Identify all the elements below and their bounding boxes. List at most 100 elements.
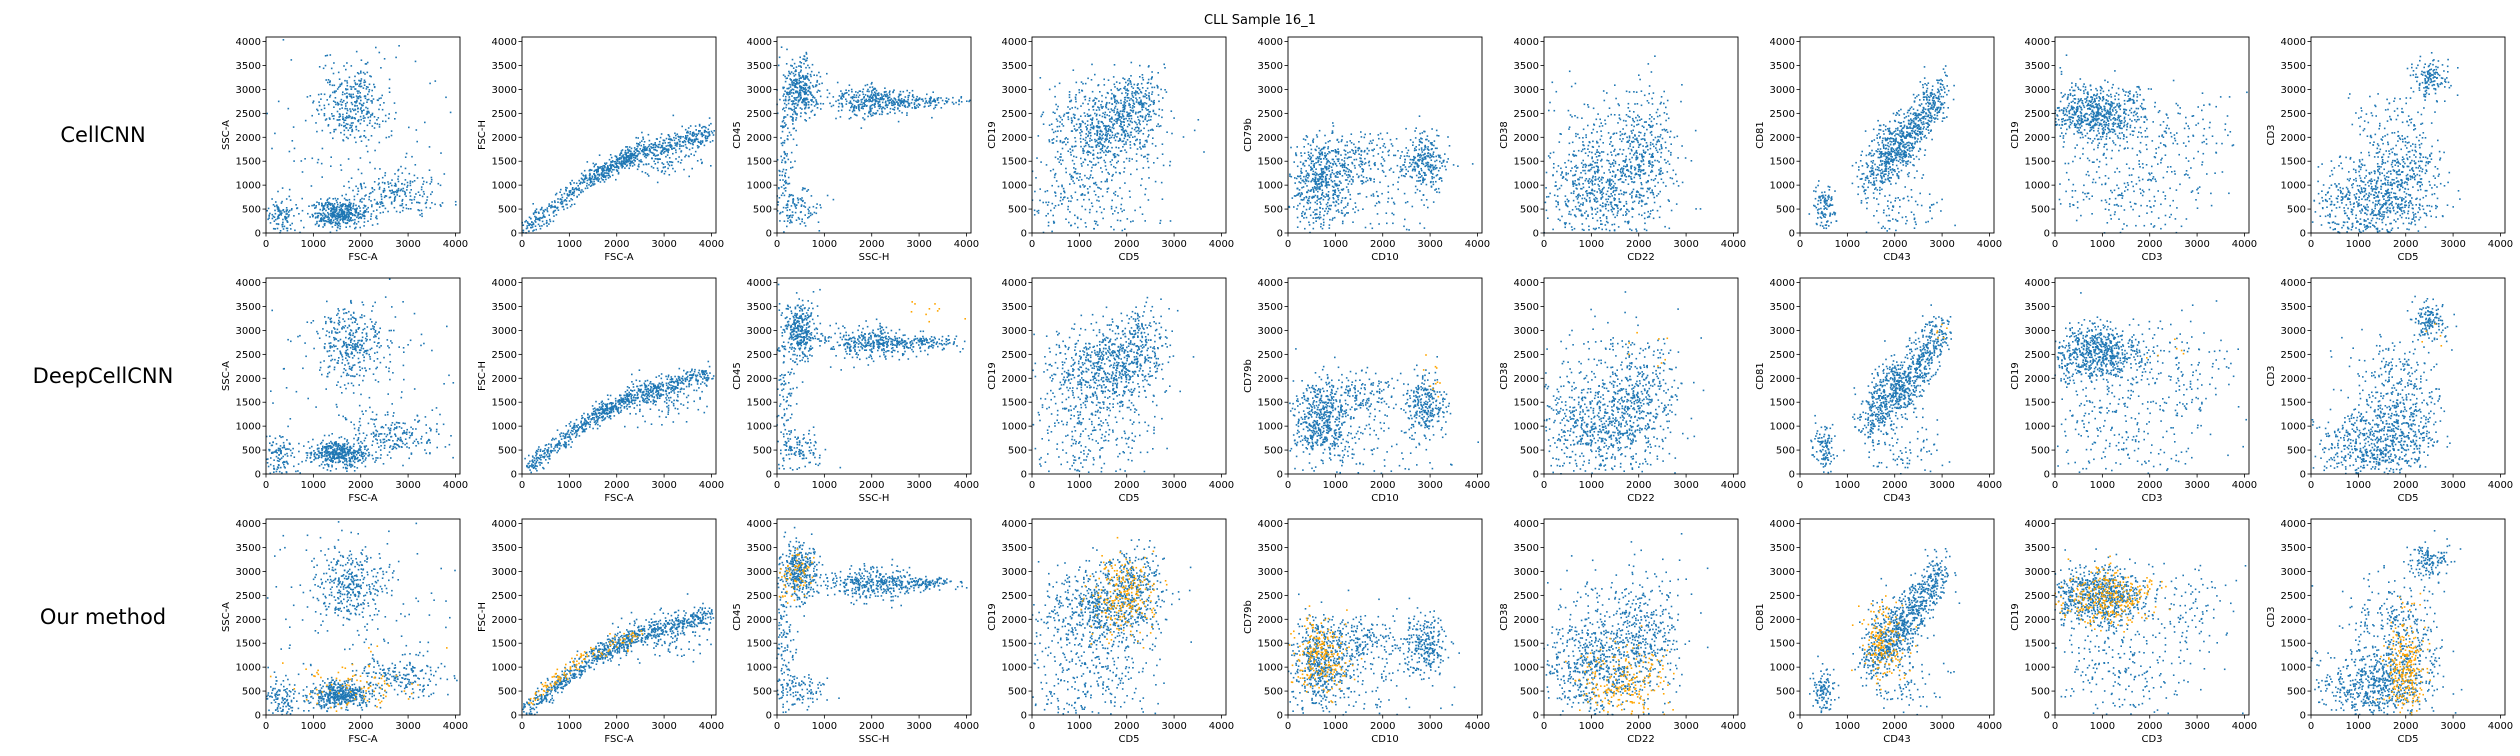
cell-point	[702, 134, 705, 136]
cell-point	[277, 207, 280, 210]
cell-point	[1084, 144, 1087, 147]
cell-point	[898, 94, 901, 96]
cell-point	[671, 147, 673, 149]
cell-point	[537, 223, 540, 226]
cell-point	[1312, 170, 1315, 173]
cell-point	[1091, 127, 1094, 129]
cell-point	[345, 217, 348, 219]
cell-point	[624, 156, 626, 159]
cell-point	[333, 90, 336, 93]
cell-point	[1051, 128, 1054, 131]
cell-point	[354, 211, 357, 214]
cell-point	[378, 206, 381, 208]
cell-point	[561, 202, 564, 205]
cell-point	[1039, 188, 1041, 190]
cell-point	[1081, 165, 1083, 167]
cell-point	[1070, 174, 1073, 177]
cell-point	[357, 212, 360, 214]
cell-point	[789, 86, 792, 88]
cell-point	[1113, 97, 1116, 99]
cell-point	[665, 145, 668, 147]
cell-point	[1364, 157, 1366, 160]
cell-point	[1102, 133, 1104, 135]
cell-point	[704, 125, 706, 128]
cell-point	[336, 201, 338, 204]
cell-point	[686, 130, 689, 133]
cell-point	[430, 176, 433, 179]
cell-point	[940, 107, 943, 109]
cell-point	[877, 98, 880, 100]
cell-point	[881, 101, 884, 104]
cell-point	[1314, 176, 1317, 179]
cell-point	[333, 106, 335, 108]
cell-point	[1075, 156, 1078, 158]
cell-point	[676, 133, 679, 135]
cell-point	[364, 73, 366, 75]
axes-frame	[521, 36, 717, 234]
cell-point	[343, 218, 346, 220]
cell-point	[691, 139, 693, 141]
cell-point	[597, 179, 600, 181]
cell-point	[625, 158, 627, 160]
cell-point	[1397, 150, 1399, 152]
cell-point	[789, 73, 792, 75]
cell-point	[336, 213, 339, 216]
cell-point	[786, 153, 788, 155]
cell-point	[1347, 183, 1350, 185]
cell-point	[355, 128, 358, 131]
cell-point	[808, 101, 810, 103]
cell-point	[333, 115, 335, 117]
cell-point	[700, 133, 703, 136]
cell-point	[1129, 80, 1131, 82]
cell-point	[703, 131, 706, 134]
cell-point	[1142, 103, 1144, 106]
cell-point	[378, 178, 380, 180]
cell-point	[1089, 185, 1091, 188]
cell-point	[323, 220, 326, 222]
cell-point	[339, 201, 341, 204]
cell-point	[1130, 220, 1132, 223]
cell-point	[376, 223, 379, 225]
cell-point	[1116, 153, 1119, 156]
cell-point	[1112, 213, 1114, 215]
cell-point	[627, 148, 629, 150]
cell-point	[637, 137, 639, 139]
cell-point	[899, 101, 901, 103]
cell-point	[861, 106, 863, 108]
cell-point	[574, 187, 577, 190]
cell-point	[334, 197, 337, 200]
cell-point	[808, 210, 810, 212]
cell-point	[1151, 77, 1153, 79]
cell-point	[1322, 147, 1325, 150]
cell-point	[634, 151, 637, 154]
cell-point	[787, 176, 790, 179]
cell-point	[917, 106, 920, 108]
cell-point	[366, 71, 369, 74]
cell-point	[597, 170, 599, 173]
cell-point	[315, 205, 317, 207]
cell-point	[311, 213, 314, 216]
cell-point	[1082, 152, 1085, 154]
cell-point	[544, 208, 547, 211]
cell-point	[350, 93, 352, 96]
cell-point	[1142, 79, 1145, 81]
cell-point	[359, 226, 361, 229]
cell-point	[921, 98, 924, 100]
cell-point	[396, 191, 398, 194]
cell-point	[901, 104, 904, 107]
cell-point	[802, 84, 805, 87]
cell-point	[534, 221, 537, 223]
cell-point	[425, 201, 428, 204]
cell-point	[649, 151, 652, 153]
cell-point	[936, 97, 939, 100]
cell-point	[363, 84, 366, 86]
cell-point	[586, 161, 589, 163]
cell-point	[1295, 177, 1298, 180]
cell-point	[1381, 138, 1384, 140]
cell-point	[1197, 119, 1200, 121]
cell-point	[570, 198, 572, 200]
cell-point	[539, 227, 542, 230]
cell-point	[321, 176, 323, 178]
cell-point	[855, 106, 857, 108]
cell-point	[1318, 129, 1321, 132]
